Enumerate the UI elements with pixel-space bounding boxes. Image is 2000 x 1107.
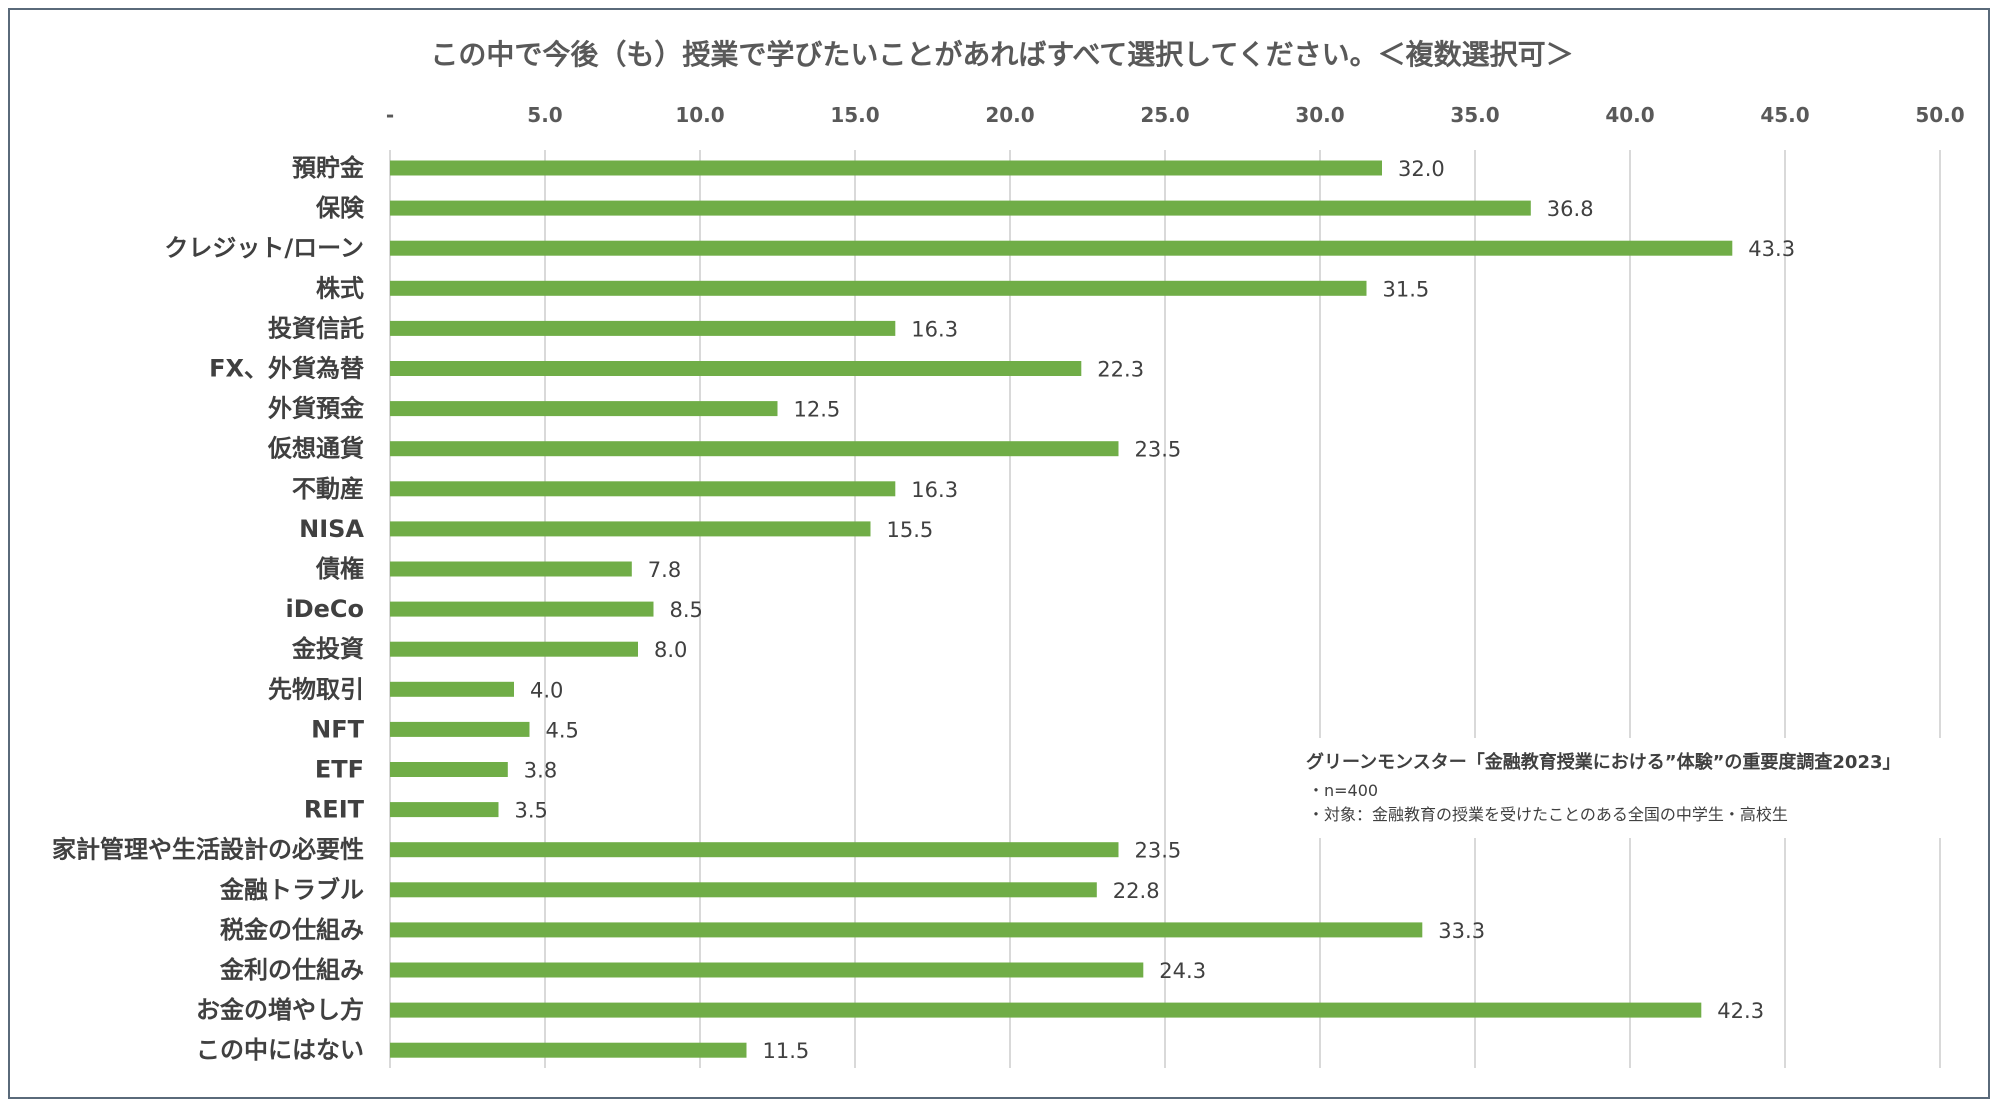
data-label: 8.5 — [670, 598, 703, 622]
bar — [390, 721, 530, 737]
category-label: iDeCo — [285, 595, 364, 623]
category-label: FX、外貨為替 — [209, 355, 364, 383]
x-tick-label: 25.0 — [1140, 103, 1189, 127]
source-note-heading: グリーンモンスター「金融教育授業における”体験”の重要度調査2023」 — [1306, 751, 1901, 773]
data-label: 24.3 — [1159, 959, 1206, 983]
data-label: 12.5 — [794, 398, 841, 422]
category-label: 株式 — [316, 274, 364, 302]
category-label: クレジット/ローン — [164, 234, 364, 262]
chart-frame — [8, 8, 1990, 1099]
bar — [390, 320, 896, 336]
x-tick-label: 50.0 — [1915, 103, 1964, 127]
data-label: 4.0 — [530, 678, 563, 702]
data-label: 36.8 — [1547, 197, 1594, 221]
bar — [390, 401, 778, 417]
category-label: NFT — [311, 715, 364, 743]
data-label: 16.3 — [911, 478, 958, 502]
data-label: 3.8 — [524, 759, 557, 783]
category-label: 仮想通貨 — [267, 435, 364, 463]
x-tick-label: 10.0 — [675, 103, 724, 127]
data-label: 43.3 — [1748, 237, 1795, 261]
source-note-background — [1300, 738, 1970, 838]
bar — [390, 922, 1423, 938]
data-label: 23.5 — [1135, 839, 1182, 863]
category-label: 金投資 — [291, 635, 364, 663]
x-axis-tick-labels: - 5.0 10.0 15.0 20.0 25.0 30.0 35.0 40.0 45.0 50.0 — [386, 103, 1965, 127]
data-label: 32.0 — [1398, 157, 1445, 181]
chart-title: この中で今後（も）授業で学びたいことがあればすべて選択してください。＜複数選択可… — [430, 38, 1573, 71]
bar — [390, 601, 654, 617]
data-label: 16.3 — [911, 317, 958, 341]
x-tick-label: 20.0 — [985, 103, 1034, 127]
category-label: この中にはない — [196, 1036, 364, 1064]
bar — [390, 240, 1733, 256]
data-label: 7.8 — [648, 558, 681, 582]
data-label: 33.3 — [1438, 919, 1485, 943]
category-label: 債権 — [315, 555, 364, 583]
gridlines — [389, 150, 1941, 1068]
x-tick-label: 5.0 — [527, 103, 562, 127]
bars — [390, 160, 1733, 1058]
x-tick-label: - — [386, 103, 394, 127]
bar — [390, 882, 1097, 898]
bar — [390, 441, 1119, 457]
category-label: 税金の仕組み — [220, 916, 364, 944]
bar — [390, 641, 638, 657]
bar — [390, 1042, 747, 1058]
data-label: 31.5 — [1383, 277, 1430, 301]
bar — [390, 361, 1082, 376]
x-tick-label: 35.0 — [1450, 103, 1499, 127]
category-label: 預貯金 — [292, 154, 365, 182]
source-note-sample-size: ・n=400 — [1308, 781, 1378, 800]
data-labels: 32.0 36.8 43.3 31.5 16.3 22.3 12.5 23.5 16.3 15.5… — [515, 157, 1796, 1063]
x-tick-label: 30.0 — [1295, 103, 1344, 127]
category-label: REIT — [304, 796, 365, 824]
x-tick-label: 40.0 — [1605, 103, 1654, 127]
bar — [390, 481, 896, 497]
category-label: 投資信託 — [268, 314, 364, 342]
data-label: 4.5 — [546, 718, 579, 742]
category-label: お金の増やし方 — [196, 996, 364, 1024]
category-label: 保険 — [315, 194, 365, 222]
source-note: グリーンモンスター「金融教育授業における”体験”の重要度調査2023」 ・n=4… — [1300, 738, 1970, 838]
bar — [390, 962, 1144, 978]
data-label: 22.3 — [1097, 358, 1144, 382]
category-label: 金融トラブル — [219, 876, 364, 904]
category-label: 先物取引 — [268, 675, 364, 703]
data-label: 11.5 — [763, 1039, 810, 1063]
bar — [390, 521, 871, 537]
bar — [390, 681, 514, 697]
source-note-target: ・対象：金融教育の授業を受けたことのある全国の中学生・高校生 — [1308, 805, 1788, 824]
bar — [390, 802, 499, 818]
bar — [390, 842, 1119, 858]
bar — [390, 762, 508, 777]
x-tick-label: 45.0 — [1760, 103, 1809, 127]
x-tick-label: 15.0 — [830, 103, 879, 127]
category-label: NISA — [299, 515, 364, 543]
category-label: 外貨預金 — [268, 395, 365, 423]
category-label: 不動産 — [292, 475, 364, 503]
category-label: 金利の仕組み — [219, 956, 364, 984]
category-label: ETF — [315, 756, 364, 784]
bar — [390, 1002, 1702, 1018]
bar — [390, 200, 1531, 216]
data-label: 15.5 — [887, 518, 934, 542]
data-label: 22.8 — [1113, 879, 1160, 903]
data-label: 8.0 — [654, 638, 687, 662]
category-label: 家計管理や生活設計の必要性 — [52, 836, 364, 864]
data-label: 3.5 — [515, 799, 548, 823]
bar — [390, 160, 1382, 176]
data-label: 23.5 — [1135, 438, 1182, 462]
bar — [390, 280, 1367, 296]
data-label: 42.3 — [1717, 999, 1764, 1023]
bar — [390, 561, 632, 577]
